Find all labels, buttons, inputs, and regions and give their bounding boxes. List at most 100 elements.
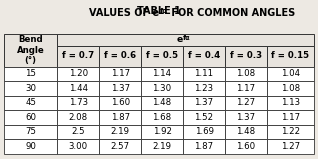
- Text: 1.87: 1.87: [194, 142, 214, 151]
- Bar: [225, 45, 267, 66]
- Bar: [141, 81, 183, 96]
- Bar: [99, 66, 141, 81]
- Text: 2.57: 2.57: [111, 142, 130, 151]
- Bar: [141, 139, 183, 153]
- Text: 1.60: 1.60: [236, 142, 256, 151]
- Bar: [183, 124, 225, 139]
- Text: 30: 30: [25, 84, 36, 93]
- Text: 1.14: 1.14: [153, 69, 172, 78]
- Bar: [183, 96, 225, 110]
- Bar: [99, 124, 141, 139]
- Text: 1.13: 1.13: [281, 98, 300, 107]
- Bar: [141, 45, 183, 66]
- Bar: [4, 34, 57, 66]
- Bar: [183, 66, 225, 81]
- Text: 1.20: 1.20: [69, 69, 88, 78]
- Text: 1.27: 1.27: [281, 142, 300, 151]
- Bar: [183, 139, 225, 153]
- Text: 1.60: 1.60: [111, 98, 130, 107]
- Text: fα: fα: [183, 35, 191, 41]
- Text: 75: 75: [25, 127, 36, 136]
- Bar: [4, 110, 57, 124]
- Text: 2.19: 2.19: [111, 127, 130, 136]
- Bar: [267, 96, 314, 110]
- Text: 1.73: 1.73: [69, 98, 88, 107]
- Bar: [57, 110, 99, 124]
- Text: 1.92: 1.92: [153, 127, 172, 136]
- Text: 2.08: 2.08: [69, 113, 88, 122]
- Bar: [99, 81, 141, 96]
- Text: 1.52: 1.52: [194, 113, 214, 122]
- Text: 1.11: 1.11: [194, 69, 214, 78]
- Bar: [99, 110, 141, 124]
- Text: f = 0.6: f = 0.6: [104, 52, 136, 61]
- Text: 1.08: 1.08: [236, 69, 256, 78]
- Text: VALUES OF e: VALUES OF e: [89, 8, 159, 18]
- Text: 1.27: 1.27: [236, 98, 256, 107]
- Text: 1.22: 1.22: [281, 127, 300, 136]
- Bar: [57, 139, 99, 153]
- Text: 90: 90: [25, 142, 36, 151]
- Text: 1.44: 1.44: [69, 84, 88, 93]
- Bar: [57, 66, 99, 81]
- Bar: [57, 45, 99, 66]
- Text: 2.19: 2.19: [153, 142, 172, 151]
- Text: f = 0.15: f = 0.15: [272, 52, 309, 61]
- Bar: [225, 110, 267, 124]
- Bar: [57, 96, 99, 110]
- Bar: [267, 66, 314, 81]
- Text: 1.48: 1.48: [153, 98, 172, 107]
- Text: 15: 15: [25, 69, 36, 78]
- Bar: [4, 66, 57, 81]
- Text: f = 0.7: f = 0.7: [62, 52, 94, 61]
- Text: 2.5: 2.5: [71, 127, 85, 136]
- Text: Bend
Angle
(°): Bend Angle (°): [17, 35, 45, 65]
- Bar: [225, 96, 267, 110]
- Text: 1.04: 1.04: [281, 69, 300, 78]
- Text: 1.23: 1.23: [194, 84, 214, 93]
- Text: fα: fα: [160, 8, 168, 14]
- Bar: [267, 139, 314, 153]
- Bar: [183, 110, 225, 124]
- Bar: [4, 96, 57, 110]
- Text: TABLE 1: TABLE 1: [137, 6, 181, 15]
- Text: f = 0.5: f = 0.5: [146, 52, 178, 61]
- Bar: [267, 45, 314, 66]
- Text: 1.37: 1.37: [236, 113, 256, 122]
- Bar: [267, 81, 314, 96]
- Bar: [4, 81, 57, 96]
- Bar: [99, 45, 141, 66]
- Bar: [141, 124, 183, 139]
- Bar: [57, 124, 99, 139]
- Text: 1.37: 1.37: [194, 98, 214, 107]
- Bar: [267, 110, 314, 124]
- Text: 1.87: 1.87: [111, 113, 130, 122]
- Bar: [141, 110, 183, 124]
- Bar: [225, 81, 267, 96]
- Bar: [4, 139, 57, 153]
- Text: FOR COMMON ANGLES: FOR COMMON ANGLES: [168, 8, 295, 18]
- Bar: [4, 124, 57, 139]
- Bar: [141, 96, 183, 110]
- Text: 60: 60: [25, 113, 36, 122]
- Bar: [99, 96, 141, 110]
- Bar: [225, 124, 267, 139]
- Text: 1.30: 1.30: [153, 84, 172, 93]
- Bar: [183, 81, 225, 96]
- Bar: [225, 139, 267, 153]
- Text: 45: 45: [25, 98, 36, 107]
- Bar: [141, 66, 183, 81]
- Bar: [267, 124, 314, 139]
- Bar: [57, 81, 99, 96]
- Text: 1.17: 1.17: [111, 69, 130, 78]
- Bar: [57, 34, 314, 45]
- Text: f = 0.4: f = 0.4: [188, 52, 220, 61]
- Bar: [225, 66, 267, 81]
- Bar: [99, 139, 141, 153]
- Text: 1.17: 1.17: [281, 113, 300, 122]
- Text: 1.37: 1.37: [111, 84, 130, 93]
- Text: 3.00: 3.00: [69, 142, 88, 151]
- Text: 1.08: 1.08: [281, 84, 300, 93]
- Bar: [183, 45, 225, 66]
- Text: 1.69: 1.69: [195, 127, 213, 136]
